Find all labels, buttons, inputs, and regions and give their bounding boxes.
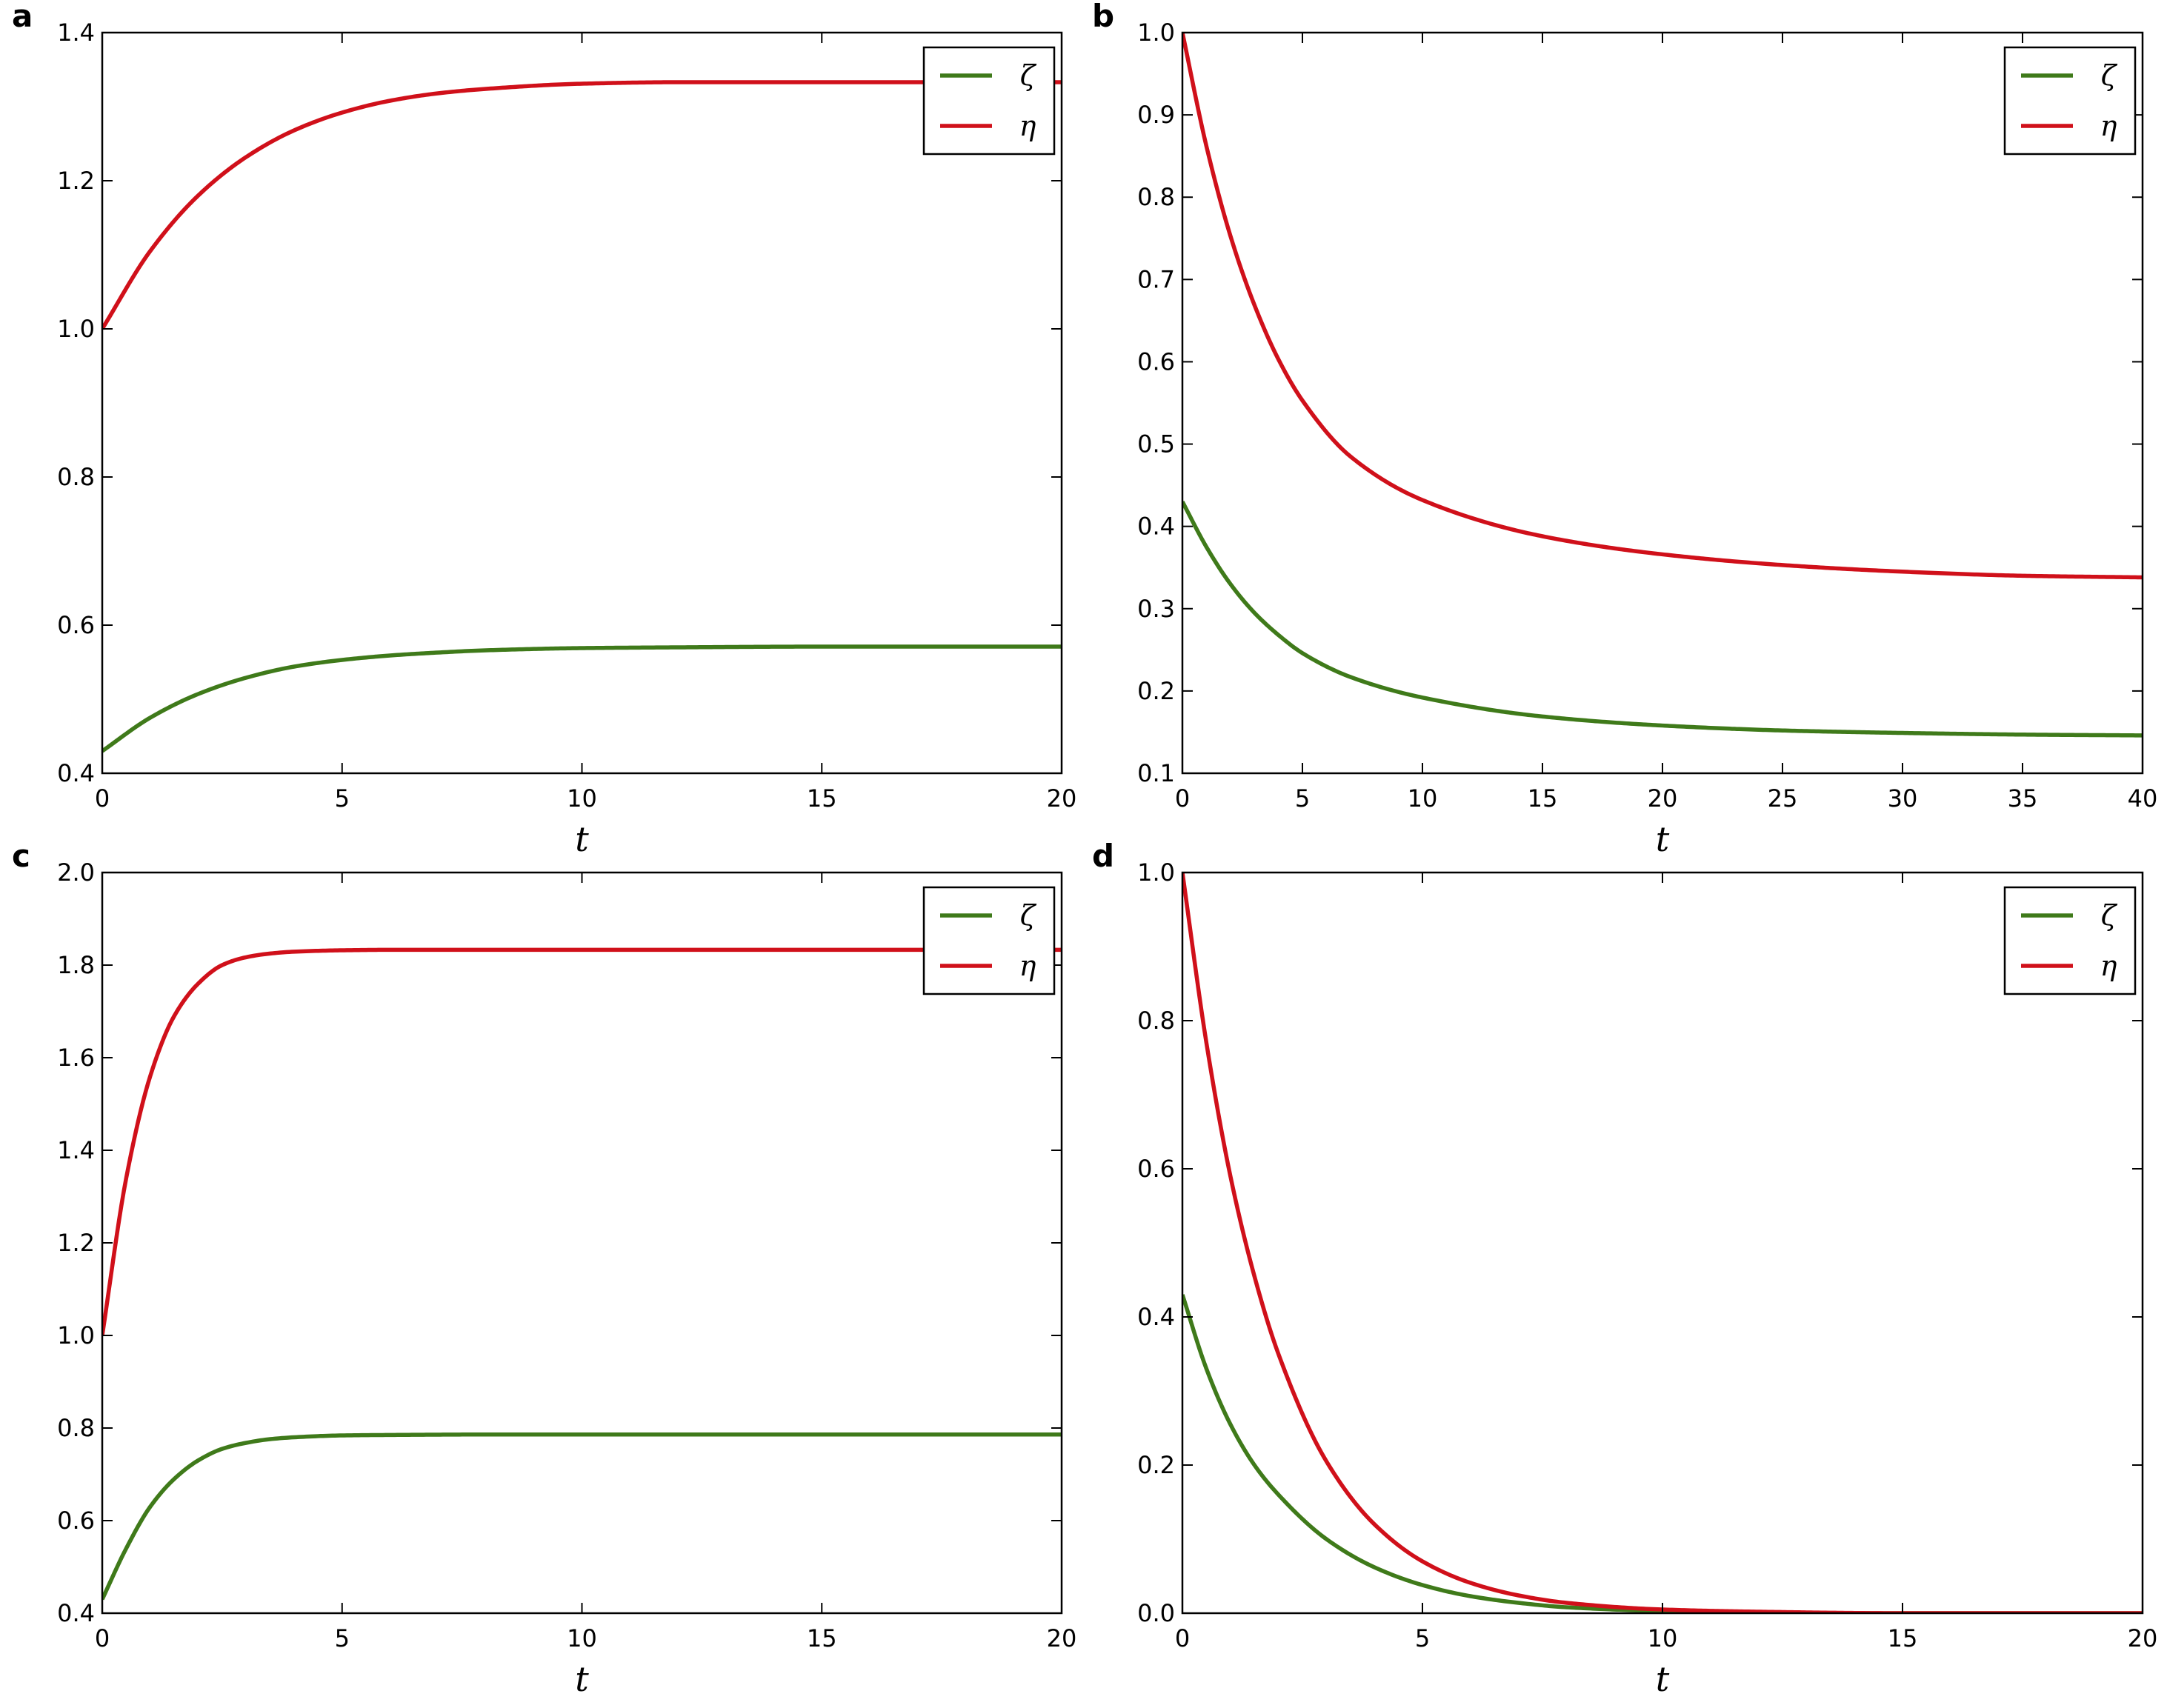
axes-frame — [1181, 871, 2144, 1615]
x-tick-label: 10 — [567, 784, 597, 813]
panel-label: a — [12, 0, 33, 34]
x-tick-label: 0 — [1175, 784, 1190, 813]
legend-box — [2003, 886, 2137, 995]
y-tick-label: 0.2 — [1137, 1451, 1175, 1479]
y-tick-label: 1.4 — [57, 1136, 95, 1164]
y-tick-label: 0.8 — [1137, 183, 1175, 211]
x-tick-label: 5 — [335, 1624, 350, 1652]
x-tick-label: 15 — [1888, 1624, 1918, 1652]
y-tick-label: 1.0 — [57, 1321, 95, 1350]
panel-a: 0 5 10 15 20 0.4 0.6 0.8 1.0 1.2 1.4 t a ζη — [12, 0, 1076, 859]
y-tick-label: 1.6 — [57, 1044, 95, 1072]
x-axis-title: t — [575, 819, 589, 859]
y-tick-label: 0.6 — [57, 1507, 95, 1535]
legend-label: η — [1019, 110, 1036, 142]
y-tick-label: 0.4 — [1137, 1303, 1175, 1331]
series-line-eta — [102, 947, 1062, 1336]
x-tick-label: 5 — [335, 784, 350, 813]
x-tick-label: 20 — [1047, 784, 1077, 813]
x-tick-label: 15 — [807, 784, 837, 813]
series-line-zeta — [1182, 501, 2143, 738]
x-tick-label: 20 — [2128, 1624, 2158, 1652]
x-tick-label: 20 — [1648, 784, 1678, 813]
legend-box — [922, 46, 1056, 156]
legend-label: ζ — [2101, 59, 2118, 92]
x-tick-label: 15 — [1528, 784, 1558, 813]
y-tick-label: 0.6 — [1137, 347, 1175, 376]
panel-d: 0 5 10 15 20 0.0 0.2 0.4 0.6 0.8 1.0 t d ζη — [1092, 838, 2157, 1699]
x-tick-label: 10 — [1408, 784, 1438, 813]
y-tick-label: 1.0 — [1137, 858, 1175, 887]
legend-box — [2003, 46, 2137, 156]
x-tick-label: 25 — [1768, 784, 1798, 813]
x-tick-label: 20 — [1047, 1624, 1077, 1652]
panel-b: 0 5 10 15 20 25 30 35 40 0.1 0.2 0.3 0.4 0.5 0.6 0.7 0.8… — [1092, 0, 2157, 859]
series-line-zeta — [102, 644, 1062, 753]
y-tick-label: 1.0 — [57, 315, 95, 343]
x-axis-title: t — [1656, 1659, 1670, 1699]
x-tick-label: 40 — [2128, 784, 2158, 813]
x-axis-title: t — [1656, 819, 1670, 859]
series-line-eta — [1182, 33, 2143, 580]
legend: ζη — [922, 46, 1056, 156]
y-tick-label: 1.2 — [57, 167, 95, 195]
legend-label: ζ — [1020, 899, 1037, 932]
y-tick-label: 0.8 — [1137, 1007, 1175, 1035]
legend-label: η — [2100, 950, 2117, 982]
legend-label: ζ — [2101, 899, 2118, 932]
x-tick-label: 10 — [567, 1624, 597, 1652]
x-tick-label: 35 — [2008, 784, 2038, 813]
legend: ζη — [2003, 886, 2137, 995]
y-tick-label: 1.4 — [57, 19, 95, 47]
y-tick-label: 2.0 — [57, 858, 95, 887]
axes-frame — [1181, 31, 2144, 775]
y-tick-label: 0.2 — [1137, 677, 1175, 705]
y-tick-label: 0.0 — [1137, 1599, 1175, 1627]
x-tick-label: 0 — [1175, 1624, 1190, 1652]
y-tick-label: 0.4 — [57, 759, 95, 787]
legend: ζη — [922, 886, 1056, 995]
legend-label: η — [1019, 950, 1036, 982]
legend-label: ζ — [1020, 59, 1037, 92]
x-tick-label: 0 — [95, 784, 110, 813]
x-axis-title: t — [575, 1659, 589, 1699]
series-line-eta — [102, 80, 1062, 330]
x-tick-label: 0 — [95, 1624, 110, 1652]
panel-c: 0 5 10 15 20 0.4 0.6 0.8 1.0 1.2 1.4 1.6 1.8 2.0 t c ζη — [12, 838, 1076, 1699]
y-tick-label: 0.1 — [1137, 759, 1175, 787]
y-tick-label: 1.8 — [57, 951, 95, 979]
y-tick-label: 0.5 — [1137, 430, 1175, 458]
y-tick-label: 0.7 — [1137, 265, 1175, 293]
y-tick-label: 0.3 — [1137, 595, 1175, 623]
x-tick-label: 5 — [1415, 1624, 1430, 1652]
series-line-zeta — [1182, 1294, 2143, 1613]
series-line-zeta — [102, 1432, 1062, 1601]
y-tick-label: 0.6 — [57, 611, 95, 639]
y-tick-label: 1.2 — [57, 1229, 95, 1257]
y-tick-label: 0.6 — [1137, 1155, 1175, 1183]
panel-label: c — [12, 838, 30, 874]
panel-label: d — [1092, 838, 1114, 874]
panel-label: b — [1092, 0, 1114, 34]
y-tick-label: 0.8 — [57, 1414, 95, 1442]
y-tick-label: 0.9 — [1137, 101, 1175, 129]
x-tick-label: 5 — [1295, 784, 1310, 813]
legend-box — [922, 886, 1056, 995]
y-tick-label: 0.4 — [1137, 513, 1175, 541]
y-tick-label: 0.4 — [57, 1599, 95, 1627]
legend: ζη — [2003, 46, 2137, 156]
x-tick-label: 10 — [1648, 1624, 1678, 1652]
axes-frame — [101, 871, 1063, 1615]
y-tick-label: 1.0 — [1137, 19, 1175, 47]
y-tick-label: 0.8 — [57, 463, 95, 491]
x-tick-label: 30 — [1888, 784, 1918, 813]
series-line-eta — [1182, 873, 2143, 1613]
x-tick-label: 15 — [807, 1624, 837, 1652]
axes-frame — [101, 31, 1063, 775]
legend-label: η — [2100, 110, 2117, 142]
